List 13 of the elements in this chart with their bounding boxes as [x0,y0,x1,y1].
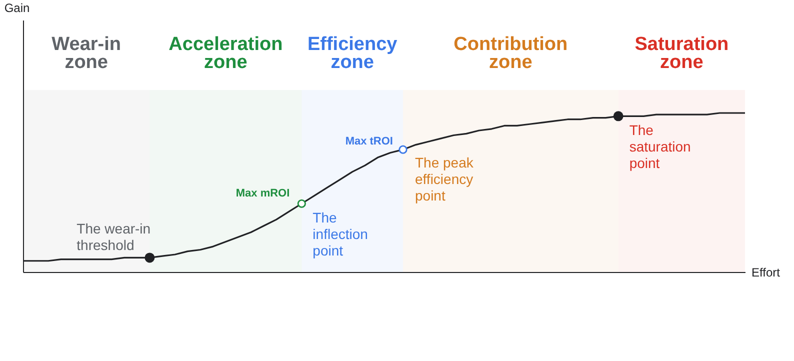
x-axis-title: Effort [752,266,781,280]
annotation: Max tROI [345,136,393,148]
text: Wear-in zone [52,34,122,73]
annotation: The wear-in threshold [76,220,151,254]
text: Contribution zone [454,34,568,73]
text: Saturation zone [634,34,729,73]
annotation: The inflection point [312,210,368,259]
annotation: The saturation point [629,122,691,172]
text: Gain [4,1,30,15]
annotation: The peak efficiency point [415,154,474,204]
annotation: Max mROI [236,188,290,200]
text: Efficiency zone [307,34,398,73]
text: Acceleration zone [168,34,283,73]
